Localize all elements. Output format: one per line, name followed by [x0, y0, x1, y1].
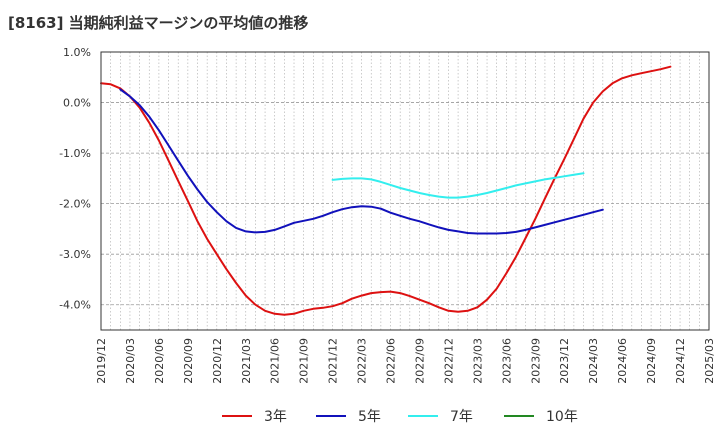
x-tick-label: 2022/06	[385, 338, 398, 384]
x-tick-label: 2021/03	[240, 338, 253, 384]
y-tick-label: 0.0%	[63, 97, 91, 110]
series-line	[100, 65, 672, 316]
y-tick-label: -1.0%	[59, 147, 91, 160]
series-lines	[100, 65, 672, 316]
x-tick-label: 2020/03	[124, 338, 137, 384]
x-tick-label: 2025/03	[703, 338, 716, 384]
x-tick-label: 2021/09	[298, 338, 311, 384]
y-tick-label: -3.0%	[59, 248, 91, 261]
x-tick-label: 2019/12	[95, 338, 108, 384]
y-axis-ticks: 1.0% 0.0% -1.0% -2.0% -3.0% -4.0%	[59, 46, 91, 312]
x-tick-label: 2020/12	[211, 338, 224, 384]
y-tick-label: 1.0%	[63, 46, 91, 59]
legend-label: 7年	[450, 409, 473, 425]
x-tick-label: 2021/12	[327, 338, 340, 384]
x-axis-ticks: 2019/12 2020/03 2020/06 2020/09 2020/12 2021/…	[95, 338, 716, 384]
x-tick-label: 2022/09	[413, 338, 426, 384]
x-tick-label: 2024/12	[674, 338, 687, 384]
legend-label: 5年	[358, 409, 381, 425]
legend-label: 10年	[546, 409, 578, 425]
chart-title: [8163] 当期純利益マージンの平均値の推移	[8, 14, 309, 32]
plot-area-frame	[100, 51, 710, 331]
x-tick-label: 2020/09	[182, 338, 195, 384]
x-tick-label: 2024/03	[587, 338, 600, 384]
x-tick-label: 2023/12	[558, 338, 571, 384]
x-tick-label: 2022/12	[442, 338, 455, 384]
series-line	[119, 88, 604, 235]
legend: 3年 5年 7年 10年	[222, 409, 578, 425]
x-tick-label: 2024/06	[616, 338, 629, 384]
x-tick-label: 2024/09	[645, 338, 658, 384]
y-tick-label: -4.0%	[59, 299, 91, 312]
grid-lines	[101, 52, 709, 330]
y-tick-label: -2.0%	[59, 198, 91, 211]
x-tick-label: 2023/09	[529, 338, 542, 384]
series-line	[331, 172, 585, 199]
x-tick-label: 2022/03	[356, 338, 369, 384]
x-tick-label: 2023/03	[471, 338, 484, 384]
x-tick-label: 2020/06	[153, 338, 166, 384]
legend-label: 3年	[264, 409, 287, 425]
x-tick-label: 2021/06	[269, 338, 282, 384]
plot-area-background	[101, 52, 709, 330]
x-tick-label: 2023/06	[500, 338, 513, 384]
